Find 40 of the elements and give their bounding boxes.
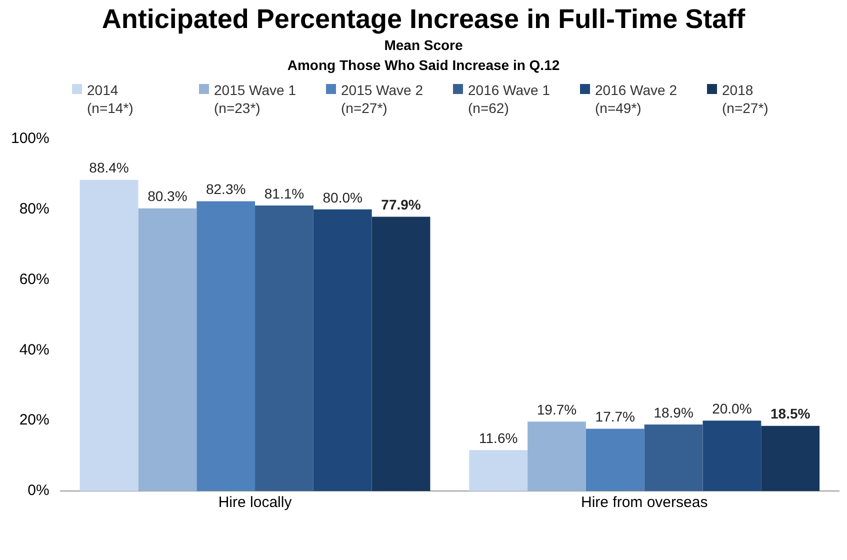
text: 80.3% <box>148 188 188 204</box>
text: 11.6% <box>479 430 518 446</box>
bar <box>761 426 820 491</box>
bar <box>80 180 138 491</box>
y-tick-label: 40% <box>19 341 50 358</box>
legend-label: 2015 Wave 1 (n=23*) <box>214 81 296 118</box>
bar <box>372 216 430 491</box>
text: 19.7% <box>536 402 577 418</box>
text: 18.5% <box>770 406 810 422</box>
text: 77.9% <box>381 196 421 213</box>
bar <box>255 206 314 491</box>
text: 80.0% <box>322 189 362 206</box>
text: 82.3% <box>206 181 246 198</box>
y-tick-label: 80% <box>19 200 50 218</box>
chart-title: Anticipated Percentage Increase in Full-Time Staff <box>100 4 746 35</box>
text: 88.4% <box>89 160 129 176</box>
chart-subtitle: Mean Score Among Those Who Said Increase in Q.12 <box>286 36 561 75</box>
text: 18.9% <box>654 404 694 420</box>
bar <box>196 201 256 491</box>
legend-label: 2016 Wave 2 (n=49*) <box>595 81 677 118</box>
legend-label: 2018 (n=27*) <box>722 81 768 118</box>
bar <box>644 424 703 491</box>
legend-label: 2014 (n=14*) <box>87 81 134 118</box>
bar <box>313 209 372 491</box>
text: 81.1% <box>264 185 304 202</box>
y-tick-label: 60% <box>19 270 50 288</box>
text: 20.0% <box>712 400 752 416</box>
y-tick-label: 20% <box>19 412 50 429</box>
bar <box>138 208 197 491</box>
y-tick-label: 100% <box>10 130 50 148</box>
bar <box>469 450 528 491</box>
bar <box>702 420 762 491</box>
x-tick-label: Hire from overseas <box>580 494 708 512</box>
bar <box>586 428 644 491</box>
legend-label: 2016 Wave 1 (n=62) <box>468 81 550 118</box>
text: 17.7% <box>595 408 635 425</box>
legend-label: 2015 Wave 2 (n=27*) <box>341 81 423 118</box>
x-tick-label: Hire locally <box>218 494 292 512</box>
y-tick-label: 0% <box>28 482 50 500</box>
bar <box>528 422 586 491</box>
